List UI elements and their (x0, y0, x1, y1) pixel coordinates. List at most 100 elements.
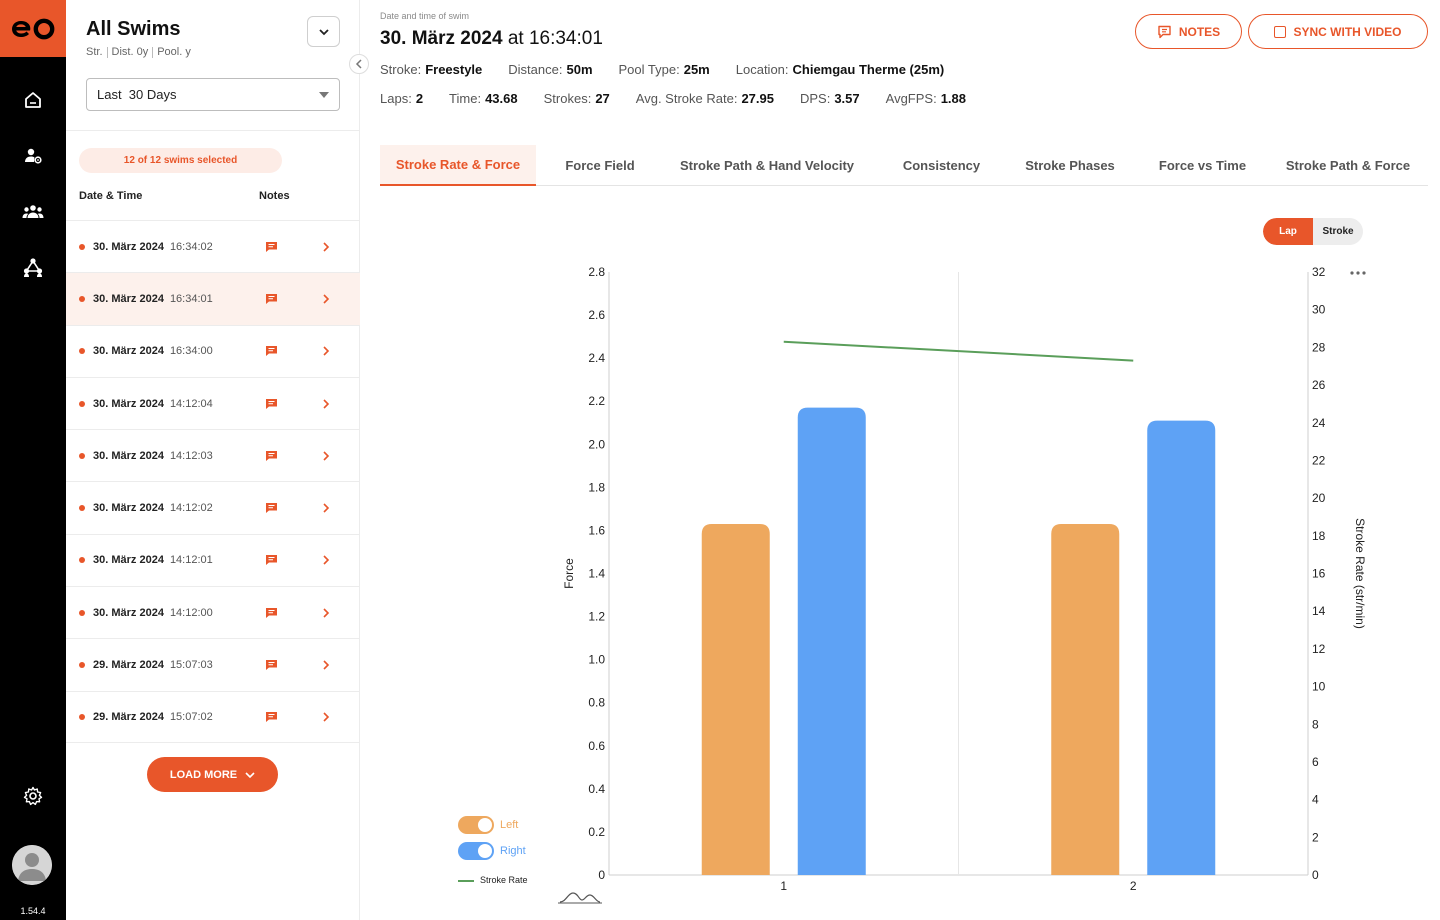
collapse-panel-button[interactable] (349, 54, 369, 74)
chevron-right-icon[interactable] (321, 712, 331, 722)
chevron-right-icon[interactable] (321, 398, 331, 409)
swim-row-datetime: 29. März 2024 15:07:03 (93, 659, 213, 671)
stat-value: Freestyle (425, 62, 483, 77)
lap-stroke-toggle: Lap Stroke (1263, 218, 1363, 245)
gear-icon[interactable] (21, 784, 45, 808)
user-settings-icon[interactable] (21, 144, 45, 168)
chevron-right-icon[interactable] (321, 346, 331, 356)
nav-rail: 1.54.4 (0, 0, 66, 920)
y2-tick-label: 10 (1312, 680, 1326, 694)
panel-dropdown-button[interactable] (307, 16, 340, 47)
note-icon[interactable] (266, 241, 277, 252)
swim-row-datetime: 30. März 2024 14:12:04 (93, 398, 213, 410)
swim-row-datetime: 30. März 2024 14:12:01 (93, 554, 213, 566)
stat-item: Pool Type: 25m (619, 62, 710, 77)
chart-tab[interactable]: Stroke Path & Hand Velocity (679, 158, 855, 173)
swim-datetime: 30. März 2024 at 16:34:01 (380, 28, 603, 50)
bar-left (1051, 523, 1120, 875)
chevron-right-icon[interactable] (321, 660, 331, 670)
note-icon[interactable] (266, 346, 277, 357)
swim-row[interactable]: 30. März 2024 16:34:00 (66, 324, 360, 377)
y2-tick-label: 4 (1312, 793, 1319, 807)
toggle-lap[interactable]: Lap (1263, 218, 1313, 245)
chart-tab[interactable]: Stroke Path & Force (1285, 158, 1411, 173)
y2-tick-label: 12 (1312, 642, 1326, 656)
swim-row[interactable]: 30. März 2024 16:34:02 (66, 220, 360, 272)
swim-row[interactable]: 30. März 2024 14:12:04 (66, 376, 360, 429)
note-icon[interactable] (266, 450, 277, 461)
swim-row-datetime: 30. März 2024 14:12:03 (93, 450, 213, 462)
stat-label: Strokes: (543, 91, 592, 106)
note-icon[interactable] (266, 503, 277, 514)
avatar-icon[interactable] (12, 845, 52, 885)
chart-tab[interactable]: Force vs Time (1158, 158, 1247, 173)
note-icon[interactable] (266, 607, 277, 618)
chevron-down-icon (245, 771, 255, 778)
network-icon[interactable] (21, 255, 45, 279)
period-select[interactable]: Last 30 Days (86, 78, 340, 111)
swim-row[interactable]: 30. März 2024 16:34:01 (66, 272, 360, 325)
swim-row[interactable]: 29. März 2024 15:07:02 (66, 690, 360, 743)
stat-label: Stroke: (380, 62, 422, 77)
toggle-stroke[interactable]: Stroke (1322, 226, 1354, 237)
left-series-toggle[interactable] (458, 816, 494, 834)
chart-tab[interactable]: Stroke Rate & Force (380, 145, 536, 186)
note-icon[interactable] (266, 660, 277, 671)
note-icon[interactable] (266, 711, 277, 722)
stat-label: Laps: (380, 91, 412, 106)
selected-count-badge[interactable]: 12 of 12 swims selected (79, 148, 282, 173)
checkbox-icon (1274, 25, 1287, 38)
load-more-button[interactable]: LOAD MORE (147, 757, 278, 792)
chart-tab[interactable]: Force Field (565, 158, 635, 173)
y2-tick-label: 32 (1312, 265, 1326, 279)
stat-item: Laps: 2 (380, 91, 423, 106)
status-dot (79, 609, 85, 616)
swim-row-time: 14:12:01 (169, 554, 213, 567)
note-icon[interactable] (266, 398, 277, 409)
y-tick-label: 1.4 (588, 567, 605, 581)
swim-row-datetime: 30. März 2024 14:12:00 (93, 607, 213, 619)
swim-row-datetime: 30. März 2024 16:34:01 (93, 293, 213, 305)
legend-stroke-rate-swatch (458, 880, 474, 882)
team-icon[interactable] (21, 200, 45, 224)
swim-row-date: 30. März 2024 (93, 502, 164, 515)
y-tick-label: 1.8 (588, 480, 605, 494)
note-icon[interactable] (266, 555, 277, 566)
chart-tabs: Stroke Rate & Force Force Field Stroke Pat… (380, 145, 1428, 186)
chevron-right-icon[interactable] (321, 555, 331, 565)
note-icon[interactable] (266, 293, 277, 304)
swim-row[interactable]: 29. März 2024 15:07:03 (66, 638, 360, 690)
panel-meta: Str. Dist. 0y Pool. y (86, 46, 191, 58)
swim-date: 30. März 2024 (380, 28, 503, 49)
home-icon[interactable] (21, 88, 45, 112)
y2-tick-label: 16 (1312, 567, 1326, 581)
meta-stroke: Str. (86, 46, 103, 58)
load-more-label: LOAD MORE (169, 768, 238, 781)
main-content: Date and time of swim 30. März 2024 at 1… (360, 0, 1440, 920)
swim-row-date: 30. März 2024 (93, 292, 164, 305)
legend-stroke-rate-label[interactable]: Stroke Rate (480, 875, 528, 885)
chevron-left-icon (355, 59, 362, 69)
panel-divider (66, 130, 360, 131)
right-series-toggle[interactable] (458, 842, 494, 860)
sync-with-video-button[interactable]: SYNC WITH VIDEO (1248, 14, 1428, 49)
swim-row[interactable]: 30. März 2024 14:12:03 (66, 429, 360, 481)
chevron-right-icon[interactable] (321, 608, 331, 618)
swim-row[interactable]: 30. März 2024 14:12:02 (66, 481, 360, 533)
chevron-right-icon[interactable] (321, 242, 331, 252)
sync-button-label: SYNC WITH VIDEO (1293, 24, 1402, 39)
chart-tab[interactable]: Stroke Phases (1025, 158, 1115, 173)
logo[interactable] (0, 0, 66, 57)
swim-row[interactable]: 30. März 2024 14:12:01 (66, 533, 360, 586)
chevron-right-icon[interactable] (321, 294, 331, 304)
swim-row-datetime: 29. März 2024 15:07:02 (93, 711, 213, 723)
bar-right (797, 407, 866, 875)
chevron-right-icon[interactable] (321, 503, 331, 513)
chart-tab[interactable]: Consistency (902, 158, 981, 173)
notes-button[interactable]: NOTES (1135, 14, 1242, 49)
chevron-right-icon[interactable] (321, 451, 331, 461)
stat-item: Stroke: Freestyle (380, 62, 482, 77)
swim-row[interactable]: 30. März 2024 14:12:00 (66, 586, 360, 638)
status-dot (79, 557, 85, 564)
swim-row-datetime: 30. März 2024 14:12:02 (93, 502, 213, 514)
